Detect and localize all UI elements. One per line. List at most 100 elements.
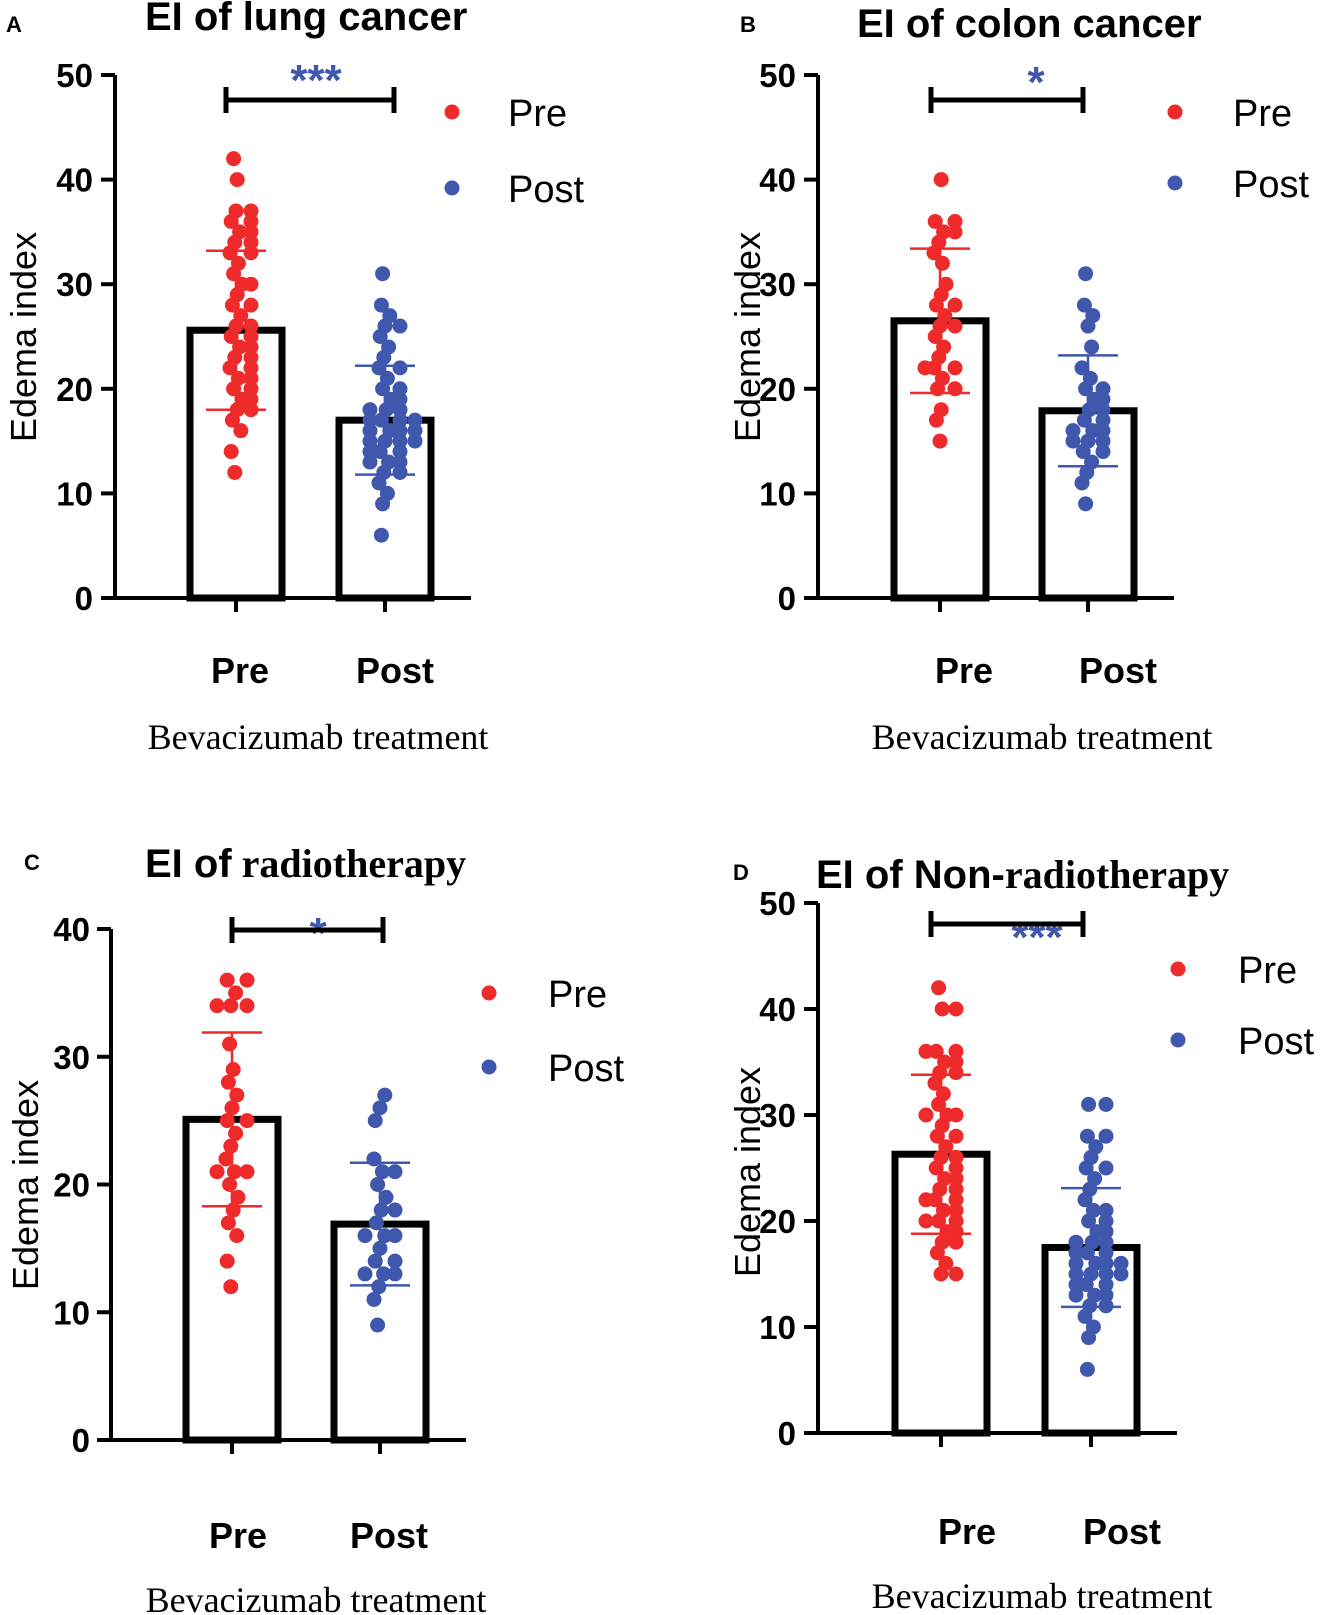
- data-point-post-b: [1095, 444, 1111, 460]
- data-point-pre-c: [223, 998, 239, 1014]
- legend-label-pre-d: Pre: [1238, 950, 1297, 992]
- x-axis-label-d: Bevacizumab treatment: [872, 1576, 1213, 1615]
- data-point-pre-d: [931, 1096, 947, 1112]
- legend-marker-pre-b: [1167, 104, 1183, 120]
- legend-label-post-b: Post: [1233, 164, 1309, 206]
- legend-label-post-d: Post: [1238, 1021, 1314, 1063]
- data-point-pre-b: [933, 172, 949, 188]
- y-tick-label-c: 30: [53, 1039, 90, 1076]
- data-point-post-b: [1095, 402, 1111, 418]
- data-point-pre-c: [220, 1074, 236, 1090]
- panel-label-a: A: [6, 12, 22, 37]
- data-point-post-d: [1098, 1096, 1114, 1112]
- data-point-pre-d: [948, 1266, 964, 1282]
- data-point-post-c: [387, 1164, 403, 1180]
- data-point-post-c: [374, 1164, 390, 1180]
- data-point-pre-b: [947, 318, 963, 334]
- data-point-pre-d: [948, 1054, 964, 1070]
- data-point-post-b: [1095, 391, 1111, 407]
- data-point-pre-c: [239, 1113, 255, 1129]
- data-point-pre-c: [228, 1125, 244, 1141]
- data-point-post-a: [392, 402, 408, 418]
- chart-title-c-prefix: EI of: [145, 842, 232, 886]
- panel-a: A EI of lung cancer Edema index Bevacizu…: [3, 0, 584, 757]
- chart-title-b: EI of colon cancer: [857, 2, 1202, 46]
- data-point-post-d: [1068, 1266, 1084, 1282]
- chart-title-d: EI of Non-radiotherapy: [816, 852, 1229, 897]
- data-point-pre-a: [224, 412, 240, 428]
- category-label-post-d: Post: [1083, 1511, 1161, 1552]
- y-tick-label-a: 40: [56, 162, 93, 199]
- data-point-post-b: [1078, 266, 1094, 282]
- data-point-pre-c: [228, 985, 244, 1001]
- category-label-post-b: Post: [1079, 650, 1157, 691]
- data-point-pre-c: [226, 1164, 242, 1180]
- data-point-pre-a: [243, 329, 259, 344]
- data-point-post-a: [362, 454, 378, 470]
- data-point-post-a: [375, 266, 391, 282]
- data-point-post-a: [362, 444, 378, 460]
- data-point-post-a: [362, 423, 378, 439]
- data-point-pre-a: [243, 234, 259, 250]
- y-tick-label-c: 10: [53, 1294, 90, 1331]
- data-point-post-b: [1078, 381, 1094, 397]
- data-point-pre-a: [243, 339, 259, 355]
- data-point-post-b: [1074, 360, 1090, 376]
- category-label-pre-d: Pre: [938, 1511, 996, 1552]
- data-point-post-d: [1079, 1128, 1095, 1144]
- data-point-pre-a: [222, 360, 238, 376]
- data-point-post-a: [392, 454, 408, 470]
- chart-title-c: EI of radiotherapy: [145, 841, 466, 886]
- data-point-post-a: [392, 433, 408, 449]
- data-point-pre-a: [243, 297, 259, 313]
- y-tick-label-a: 20: [56, 371, 93, 408]
- data-point-pre-d: [918, 1213, 934, 1229]
- y-tick-label-d: 0: [778, 1415, 796, 1452]
- data-point-post-c: [387, 1253, 403, 1269]
- data-point-pre-b: [928, 412, 944, 428]
- data-point-post-a: [407, 433, 423, 449]
- data-point-pre-d: [948, 1213, 964, 1229]
- data-point-pre-d: [948, 1234, 964, 1250]
- data-point-pre-c: [222, 1177, 238, 1192]
- data-point-pre-d: [948, 1192, 964, 1208]
- data-point-pre-d: [948, 1149, 964, 1165]
- category-label-pre-b: Pre: [935, 650, 993, 691]
- category-label-post-c: Post: [350, 1515, 428, 1556]
- data-point-post-d: [1098, 1277, 1114, 1293]
- chart-title-a: EI of lung cancer: [145, 0, 467, 39]
- data-point-post-a: [372, 329, 388, 344]
- data-point-post-c: [372, 1100, 388, 1116]
- data-point-pre-d: [931, 980, 947, 996]
- data-point-pre-a: [243, 381, 259, 397]
- x-axis-label-a: Bevacizumab treatment: [148, 717, 489, 757]
- y-axis-label-a: Edema index: [3, 232, 44, 442]
- data-point-post-a: [371, 360, 387, 376]
- data-point-post-d: [1077, 1308, 1093, 1324]
- panel-label-b: B: [740, 12, 756, 37]
- data-point-pre-a: [243, 245, 259, 261]
- data-point-post-a: [392, 423, 408, 439]
- data-point-post-a: [392, 318, 408, 334]
- legend-marker-post-d: [1170, 1032, 1186, 1048]
- legend-label-pre-a: Pre: [508, 93, 567, 135]
- data-point-post-c: [368, 1215, 384, 1231]
- data-point-pre-a: [243, 203, 259, 219]
- data-point-post-a: [392, 381, 408, 397]
- data-point-post-b: [1076, 297, 1092, 313]
- data-point-post-d: [1098, 1202, 1114, 1218]
- significance-marker-a: ***: [290, 56, 342, 105]
- legend-marker-post-c: [481, 1059, 497, 1075]
- data-point-pre-a: [243, 391, 259, 407]
- data-point-pre-d: [918, 1107, 934, 1123]
- y-tick-label-a: 50: [56, 57, 93, 94]
- data-point-post-b: [1078, 496, 1094, 512]
- data-point-post-c: [377, 1087, 393, 1103]
- data-point-pre-d: [933, 1266, 949, 1282]
- data-point-post-c: [367, 1113, 383, 1129]
- chart-title-c-suffix: radiotherapy: [242, 841, 466, 886]
- significance-marker-c: *: [309, 909, 327, 958]
- data-point-post-b: [1095, 381, 1111, 397]
- data-point-post-a: [392, 360, 408, 376]
